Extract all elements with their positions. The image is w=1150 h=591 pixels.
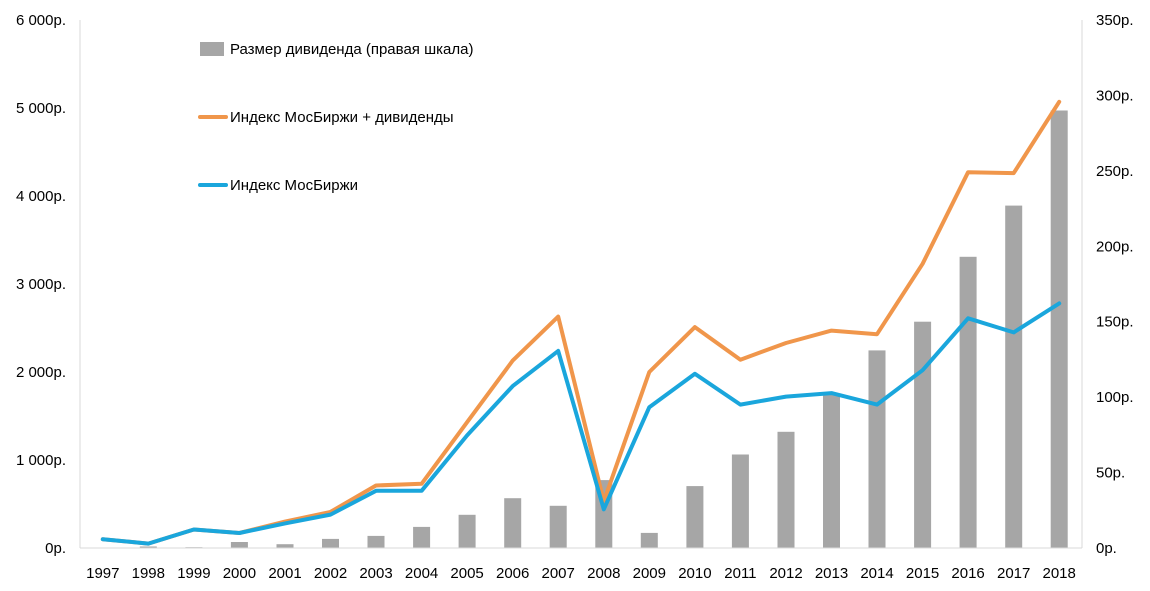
dividend-bar-1998 xyxy=(139,546,157,548)
index-line xyxy=(100,301,1062,546)
x-axis-tick-labels: 1997 1998 1999 2000 2001 2002 2003 2004 2005 2006… xyxy=(86,565,1076,582)
x-tick-label: 2017 xyxy=(997,565,1030,582)
x-tick-label: 2007 xyxy=(542,565,575,582)
dividend-bar-2015 xyxy=(914,321,932,548)
x-tick-label: 2004 xyxy=(405,565,438,582)
right-axis-tick-labels: 0р. 50р. 100р. 150р. 200р. 250р. 300р. 350р. xyxy=(1096,12,1134,557)
legend-label: Индекс МосБиржи xyxy=(230,177,358,194)
right-tick-label: 150р. xyxy=(1096,314,1134,331)
dividend-bar-2004 xyxy=(413,526,431,548)
left-tick-label: 0р. xyxy=(45,540,66,557)
series-lines xyxy=(100,99,1062,546)
left-tick-label: 5 000р. xyxy=(16,100,66,117)
dividend-bar-2014 xyxy=(868,350,886,548)
left-tick-label: 1 000р. xyxy=(16,452,66,469)
x-tick-label: 2018 xyxy=(1043,565,1076,582)
x-tick-label: 2009 xyxy=(633,565,666,582)
dividend-bar-2005 xyxy=(458,514,476,548)
x-tick-label: 2003 xyxy=(359,565,392,582)
dividend-bar-2012 xyxy=(777,431,795,548)
x-tick-label: 2016 xyxy=(951,565,984,582)
left-tick-label: 2 000р. xyxy=(16,364,66,381)
x-tick-label: 2006 xyxy=(496,565,529,582)
x-tick-label: 2001 xyxy=(268,565,301,582)
dividend-bar-2000 xyxy=(230,542,248,548)
legend: Размер дивиденда (правая шкала) Индекс Мо… xyxy=(198,41,473,194)
x-tick-label: 2015 xyxy=(906,565,939,582)
x-tick-label: 2013 xyxy=(815,565,848,582)
right-tick-label: 300р. xyxy=(1096,87,1134,104)
left-tick-label: 4 000р. xyxy=(16,188,66,205)
x-tick-label: 2012 xyxy=(769,565,802,582)
x-tick-label: 2008 xyxy=(587,565,620,582)
legend-label: Индекс МосБиржи + дивиденды xyxy=(230,109,454,126)
left-axis-tick-labels: 0р. 1 000р. 2 000р. 3 000р. 4 000р. 5 000р. 6 … xyxy=(16,12,66,557)
dividend-bar-2013 xyxy=(823,394,840,548)
right-tick-label: 350р. xyxy=(1096,12,1134,29)
dividend-bar-2001 xyxy=(276,544,294,548)
legend-swatch-bar xyxy=(200,42,224,56)
x-tick-label: 2011 xyxy=(724,565,756,582)
x-tick-label: 2014 xyxy=(860,565,893,582)
dividend-bar-2006 xyxy=(504,498,522,548)
left-tick-label: 6 000р. xyxy=(16,12,66,29)
right-tick-label: 50р. xyxy=(1096,465,1125,482)
x-tick-label: 1999 xyxy=(177,565,210,582)
dividend-bar-2009 xyxy=(640,532,658,548)
dividend-bar-2016 xyxy=(959,256,977,548)
x-tick-label: 2005 xyxy=(450,565,483,582)
axes xyxy=(79,20,1083,549)
x-tick-label: 1998 xyxy=(132,565,165,582)
x-tick-label: 2010 xyxy=(678,565,711,582)
dividend-bar-2010 xyxy=(686,486,704,548)
dividend-bar-2002 xyxy=(322,538,339,548)
left-tick-label: 3 000р. xyxy=(16,276,66,293)
right-tick-label: 0р. xyxy=(1096,540,1117,557)
right-tick-label: 200р. xyxy=(1096,238,1134,255)
x-tick-label: 1997 xyxy=(86,565,119,582)
x-tick-label: 2002 xyxy=(314,565,347,582)
dividend-bar-2003 xyxy=(367,535,385,548)
dividend-bar-2017 xyxy=(1005,205,1023,548)
dividend-bar-2007 xyxy=(549,505,567,548)
dividend-bars xyxy=(139,110,1068,548)
right-tick-label: 100р. xyxy=(1096,389,1134,406)
dividend-bar-2011 xyxy=(731,454,749,548)
dividend-bar-2018 xyxy=(1050,110,1068,548)
right-tick-label: 250р. xyxy=(1096,163,1134,180)
x-tick-label: 2000 xyxy=(223,565,256,582)
legend-label: Размер дивиденда (правая шкала) xyxy=(230,41,473,58)
